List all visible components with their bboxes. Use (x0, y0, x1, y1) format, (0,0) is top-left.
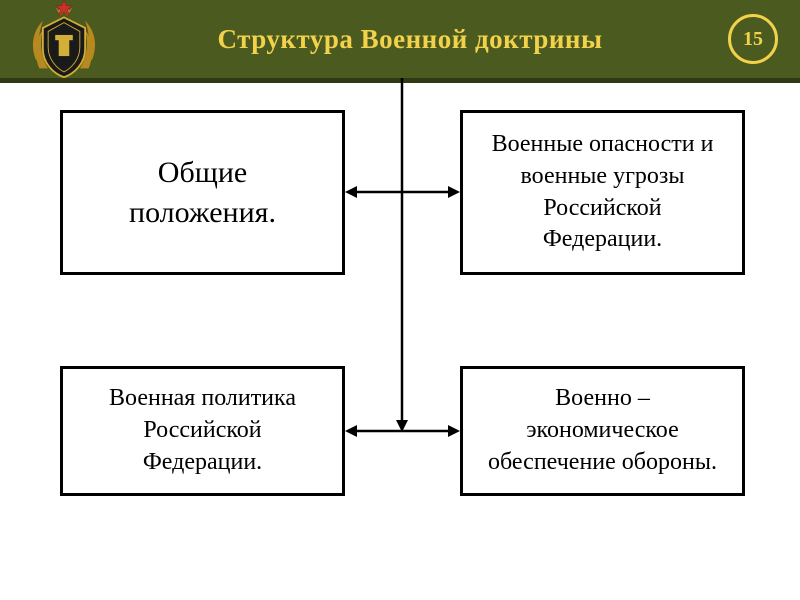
box-label: Военная политика Российской Федерации. (81, 383, 324, 478)
box-military-dangers: Военные опасности и военные угрозы Росси… (460, 110, 745, 275)
slide-number-badge: 15 (728, 14, 778, 64)
box-military-policy: Военная политика Российской Федерации. (60, 366, 345, 496)
box-general-provisions: Общие положения. (60, 110, 345, 275)
box-label: Военно – экономическое обеспечение оборо… (481, 383, 724, 478)
slide-number-value: 15 (733, 19, 773, 59)
diagram-canvas: Общие положения. Военные опасности и вое… (0, 78, 800, 600)
military-emblem-icon (20, 0, 108, 86)
slide-title: Структура Военной доктрины (130, 0, 690, 78)
box-military-economic: Военно – экономическое обеспечение оборо… (460, 366, 745, 496)
header-bar: Структура Военной доктрины 15 (0, 0, 800, 78)
box-label: Военные опасности и военные угрозы Росси… (481, 129, 724, 256)
box-label: Общие положения. (81, 153, 324, 232)
